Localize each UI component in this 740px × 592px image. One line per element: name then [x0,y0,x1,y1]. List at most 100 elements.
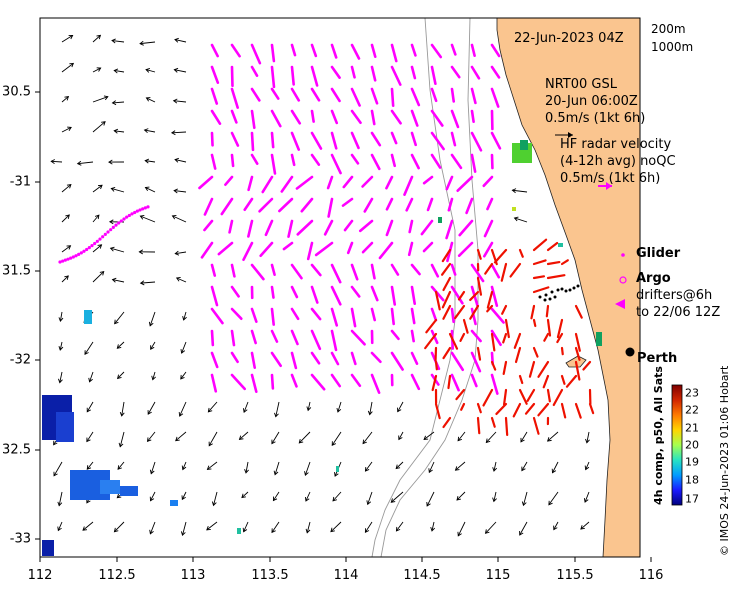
ocean-arrow [61,63,74,73]
ocean-arrowhead [143,128,149,134]
ocean-arrow [395,461,404,469]
ocean-arrow [180,371,187,380]
ocean-arrow [586,431,590,443]
ocean-arrowhead [99,270,105,276]
model-arrow [327,197,334,218]
model-arrow [330,351,340,366]
ocean-arrowhead [94,214,100,220]
hf-arrow [513,332,522,349]
drifter-legend-marker [615,299,625,309]
model-arrow [230,329,236,347]
ocean-arrowhead [304,471,309,476]
ocean-arrowhead [139,280,145,286]
hf-arrow [431,374,438,392]
glider-point [130,212,134,216]
model-arrow [422,241,434,253]
model-arrow [370,373,381,394]
ocean-arrowhead [103,95,109,101]
ocean-arrow [61,126,72,133]
ocean-arrowhead [332,496,337,502]
model-arrow [430,87,438,103]
ocean-arrowhead [68,34,74,40]
ocean-arrow [271,521,280,533]
model-arrow [330,307,339,327]
model-arrow [410,285,417,306]
ocean-arrowhead [108,219,114,225]
model-arrow [290,285,299,299]
ocean-arrow [521,461,528,471]
model-arrow [430,153,442,169]
model-arrow [203,197,214,216]
ocean-arrow [84,341,94,355]
model-arrow [210,329,215,347]
ocean-arrowhead [150,345,155,350]
model-arrow [270,65,276,89]
model-arrow [210,373,218,393]
ocean-arrow [114,311,125,324]
hf-arrow [447,374,452,390]
ocean-arrowhead [53,471,58,477]
ocean-arrowhead [171,214,177,220]
model-arrow [330,65,341,79]
ocean-arrowhead [97,244,103,249]
hf-arrow [469,290,480,302]
model-arrow [310,263,322,277]
argo-legend-marker [619,276,627,284]
ocean-arrowhead [334,472,339,477]
ocean-arrow [213,491,218,506]
ocean-arrowhead [305,496,310,502]
model-arrow [314,241,334,257]
model-arrow [370,307,377,322]
model-arrow [370,131,382,147]
ocean-arrowhead [273,470,279,476]
ocean-arrowhead [426,501,431,507]
model-arrow [350,65,356,79]
model-arrow [270,43,276,63]
ocean-arrow [179,401,187,417]
model-arrow [310,153,321,166]
glider-point [103,232,107,236]
model-arrow [228,219,234,234]
ocean-arrowhead [206,465,212,470]
model-arrow [458,219,474,237]
model-arrow [224,175,234,186]
sst-pixel [596,332,602,346]
drifters-legend-period: to 22/06 12Z [636,305,721,320]
credit-text: © IMOS 24-Jun-2023 01:06 Hobart [718,365,731,556]
ocean-arrow [89,371,94,382]
model-arrow [230,153,235,168]
ocean-arrowhead [149,496,155,502]
glider-point [66,257,70,261]
ocean-arrow [271,431,280,444]
hf-arrow [500,262,508,282]
ocean-arrow [423,431,435,440]
model-arrow [490,131,502,150]
model-arrow [250,329,257,345]
model-arrow [250,87,261,102]
ocean-arrowhead [116,493,122,499]
model-arrow [306,241,314,261]
ocean-arrowhead [362,439,367,445]
model-arrow [230,351,239,364]
hf-arrow [482,388,494,407]
model-arrow [250,373,258,393]
ocean-arrow [304,461,311,476]
ocean-arrow [92,96,108,103]
model-arrow [410,329,415,343]
model-arrow [490,373,499,395]
ocean-arrow [181,491,187,500]
model-arrow [450,131,457,147]
model-arrow [390,131,398,145]
model-arrow [370,285,379,302]
hf-arrow [454,304,466,320]
hf-arrow [434,402,441,420]
perth-marker [625,347,635,357]
ocean-arrow [522,491,528,506]
glider-point [98,237,102,241]
hf-arrow [502,360,508,376]
ocean-arrowhead [330,527,335,533]
ocean-arrowhead [113,527,119,533]
hf-arrow [434,360,438,371]
model-arrow [210,153,217,170]
model-arrow [470,87,477,105]
